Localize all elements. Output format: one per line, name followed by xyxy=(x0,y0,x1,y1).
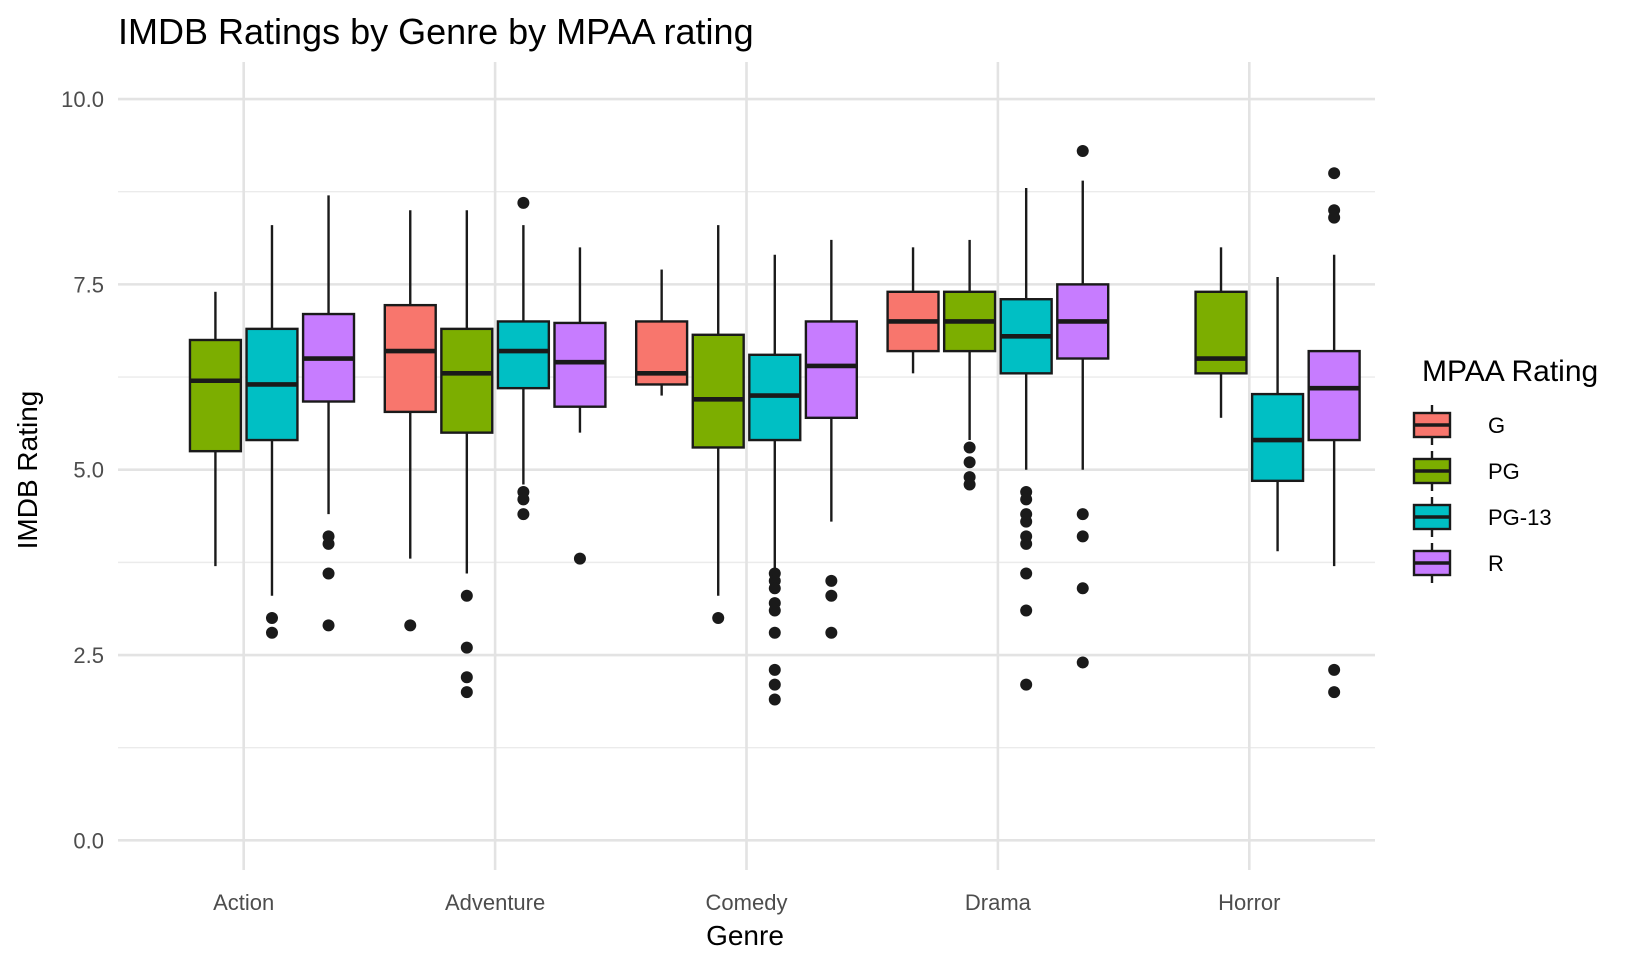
outlier-point xyxy=(322,537,335,550)
outlier-point xyxy=(460,686,473,699)
box-body xyxy=(496,320,551,390)
outlier-point xyxy=(1328,211,1341,224)
box-PG-Adventure xyxy=(440,210,494,699)
box-body xyxy=(188,338,243,453)
outlier-point xyxy=(517,196,530,209)
outlier-point xyxy=(768,604,781,617)
outlier-point xyxy=(1020,678,1033,691)
legend-label: G xyxy=(1488,413,1505,438)
outlier-point xyxy=(768,626,781,639)
outlier-point xyxy=(573,552,586,565)
outlier-point xyxy=(460,641,473,654)
box-PG-13-Action xyxy=(245,225,299,639)
box-marks xyxy=(188,144,1361,706)
legend-label: R xyxy=(1488,551,1504,576)
outlier-point xyxy=(963,456,976,469)
outlier-point xyxy=(517,508,530,521)
outlier-point xyxy=(1020,515,1033,528)
box-PG-13-Drama xyxy=(999,188,1053,691)
x-tick-label: Drama xyxy=(965,890,1032,915)
outlier-point xyxy=(1076,530,1089,543)
y-tick-label: 5.0 xyxy=(73,458,104,483)
box-PG-Action xyxy=(188,291,243,567)
outlier-point xyxy=(1020,537,1033,550)
outlier-point xyxy=(825,589,838,602)
y-tick-label: 0.0 xyxy=(73,828,104,853)
legend-label: PG-13 xyxy=(1488,505,1552,530)
box-body xyxy=(440,327,494,434)
outlier-point xyxy=(404,619,417,632)
outlier-point xyxy=(460,589,473,602)
x-tick-label: Adventure xyxy=(445,890,545,915)
box-R-Comedy xyxy=(804,239,859,639)
x-axis-title: Genre xyxy=(706,920,784,951)
legend-title: MPAA Rating xyxy=(1422,355,1598,388)
box-PG-13-Horror xyxy=(1250,276,1305,552)
x-tick-label: Horror xyxy=(1218,890,1280,915)
outlier-point xyxy=(1076,582,1089,595)
outlier-point xyxy=(1020,567,1033,580)
outlier-point xyxy=(1328,686,1341,699)
legend-label: PG xyxy=(1488,459,1520,484)
legend-item-R: R xyxy=(1412,543,1504,583)
outlier-point xyxy=(963,478,976,491)
outlier-point xyxy=(768,582,781,595)
outlier-point xyxy=(768,693,781,706)
outlier-point xyxy=(825,574,838,587)
y-tick-label: 7.5 xyxy=(73,272,104,297)
box-G-Adventure xyxy=(383,210,437,632)
y-tick-label: 2.5 xyxy=(73,643,104,668)
box-body xyxy=(1250,392,1305,483)
y-tick-label: 10.0 xyxy=(61,87,104,112)
box-PG-Horror xyxy=(1194,247,1248,418)
legend-item-G: G xyxy=(1412,405,1505,445)
grid-lines xyxy=(118,62,1375,870)
box-PG-Comedy xyxy=(691,225,745,624)
outlier-point xyxy=(1076,144,1089,157)
box-body xyxy=(691,333,745,449)
box-body xyxy=(804,320,859,420)
outlier-point xyxy=(1328,167,1341,180)
outlier-point xyxy=(1328,663,1341,676)
outlier-point xyxy=(322,619,335,632)
x-tick-labels: Action Adventure Comedy Drama Horror xyxy=(213,890,1280,915)
box-PG-Drama xyxy=(942,239,997,491)
outlier-point xyxy=(265,626,278,639)
box-body xyxy=(1307,349,1361,442)
outlier-point xyxy=(768,678,781,691)
box-R-Horror xyxy=(1307,167,1361,699)
box-body xyxy=(383,303,437,414)
outlier-point xyxy=(322,567,335,580)
outlier-point xyxy=(963,441,976,454)
y-axis-title: IMDB Rating xyxy=(12,391,43,550)
outlier-point xyxy=(460,671,473,684)
outlier-point xyxy=(1076,656,1089,669)
legend-item-PG: PG xyxy=(1412,451,1520,491)
box-R-Action xyxy=(301,195,356,632)
outlier-point xyxy=(1020,493,1033,506)
chart-title: IMDB Ratings by Genre by MPAA rating xyxy=(118,11,754,52)
outlier-point xyxy=(265,611,278,624)
outlier-point xyxy=(768,663,781,676)
box-body xyxy=(1194,290,1248,375)
legend-item-PG-13: PG-13 xyxy=(1412,497,1552,537)
box-PG-13-Adventure xyxy=(496,196,551,521)
box-PG-13-Comedy xyxy=(748,254,802,706)
outlier-point xyxy=(712,611,725,624)
box-R-Drama xyxy=(1056,144,1110,669)
outlier-point xyxy=(517,493,530,506)
box-body xyxy=(553,321,607,408)
outlier-point xyxy=(825,626,838,639)
box-G-Comedy xyxy=(634,269,689,396)
outlier-point xyxy=(1020,604,1033,617)
legend: MPAA Rating G PG PG-13 R xyxy=(1412,355,1598,583)
x-tick-label: Action xyxy=(213,890,274,915)
box-G-Drama xyxy=(886,247,940,374)
x-tick-label: Comedy xyxy=(706,890,788,915)
box-R-Adventure xyxy=(553,247,607,565)
outlier-point xyxy=(1076,508,1089,521)
y-tick-labels: 0.0 2.5 5.0 7.5 10.0 xyxy=(61,87,104,853)
